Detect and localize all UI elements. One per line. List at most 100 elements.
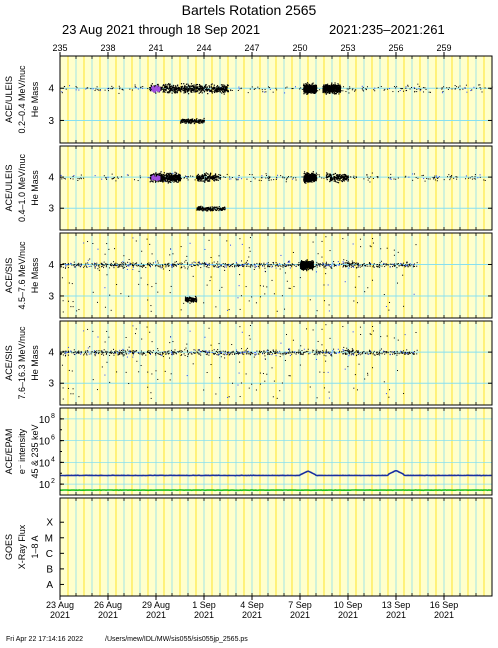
data-point — [162, 264, 164, 266]
data-point — [205, 172, 207, 174]
data-point — [286, 86, 288, 88]
data-point — [112, 87, 114, 89]
top-doy-tick-label: 241 — [148, 43, 163, 53]
data-point — [196, 208, 198, 210]
data-point — [315, 89, 317, 91]
data-point — [194, 119, 196, 121]
data-point — [177, 263, 179, 265]
data-point — [175, 88, 177, 90]
data-point — [132, 237, 134, 239]
data-point — [182, 120, 184, 122]
data-point — [334, 87, 336, 89]
data-point — [387, 264, 389, 266]
data-point — [343, 259, 345, 261]
data-point — [184, 91, 187, 94]
data-point — [203, 121, 205, 123]
data-point — [167, 175, 169, 177]
data-point — [196, 207, 198, 209]
data-point — [175, 89, 177, 91]
data-point — [211, 210, 214, 212]
data-point — [216, 263, 218, 265]
data-point — [347, 180, 349, 182]
data-point — [140, 87, 142, 89]
data-point — [122, 266, 124, 268]
data-point — [210, 89, 212, 91]
data-point — [65, 267, 67, 269]
data-point — [205, 178, 207, 180]
data-point — [219, 87, 221, 89]
data-point — [219, 174, 222, 177]
data-point — [352, 88, 354, 90]
data-point — [365, 89, 367, 91]
data-point — [312, 172, 314, 174]
data-point — [343, 262, 345, 264]
data-point — [187, 89, 189, 91]
data-point — [327, 87, 330, 89]
data-point — [170, 285, 172, 287]
data-point — [203, 89, 205, 91]
data-point — [313, 88, 315, 90]
data-point — [196, 263, 198, 265]
data-point — [342, 174, 344, 176]
data-point — [200, 89, 202, 91]
data-point — [228, 309, 230, 311]
data-point — [171, 175, 173, 177]
data-point — [309, 87, 311, 89]
data-point — [208, 85, 210, 87]
data-point — [201, 90, 203, 92]
data-point — [355, 176, 357, 178]
data-point — [126, 265, 128, 267]
data-point — [459, 89, 461, 91]
data-point — [313, 92, 316, 94]
data-point — [168, 173, 170, 175]
data-point — [414, 88, 416, 90]
data-point — [174, 85, 176, 87]
data-point — [184, 122, 186, 124]
data-point — [139, 265, 141, 267]
data-point — [176, 89, 178, 91]
data-point — [356, 264, 358, 266]
data-point — [209, 207, 212, 210]
data-point — [323, 84, 325, 86]
data-point — [212, 178, 214, 180]
data-point — [263, 263, 265, 265]
data-point — [186, 176, 188, 178]
data-point — [354, 264, 356, 266]
data-point — [408, 176, 410, 178]
data-point — [206, 208, 208, 210]
data-point — [412, 266, 414, 268]
data-point — [386, 88, 388, 90]
data-point — [325, 86, 327, 88]
data-point — [73, 264, 75, 266]
data-point — [303, 179, 305, 181]
data-point — [176, 88, 178, 90]
data-point — [165, 88, 167, 90]
data-point — [380, 260, 382, 262]
data-point — [195, 87, 197, 90]
data-point — [329, 180, 332, 182]
data-point — [350, 263, 352, 265]
data-point — [147, 299, 149, 301]
data-point — [326, 175, 328, 177]
data-point — [150, 305, 152, 307]
data-point — [310, 177, 312, 179]
data-point — [304, 181, 306, 183]
data-point — [284, 177, 286, 179]
data-point — [167, 91, 169, 93]
data-point — [392, 263, 394, 265]
data-point — [361, 265, 363, 267]
data-point — [441, 92, 443, 94]
data-point — [195, 85, 197, 87]
data-point — [158, 91, 161, 93]
data-point — [318, 264, 320, 266]
data-point — [122, 262, 124, 264]
data-point — [332, 92, 334, 94]
data-point — [351, 89, 353, 91]
data-point — [436, 175, 438, 177]
data-point — [311, 83, 313, 86]
data-point — [171, 266, 173, 268]
data-point — [325, 84, 327, 86]
data-point — [314, 174, 316, 176]
data-point — [353, 264, 355, 266]
data-point — [383, 89, 385, 91]
